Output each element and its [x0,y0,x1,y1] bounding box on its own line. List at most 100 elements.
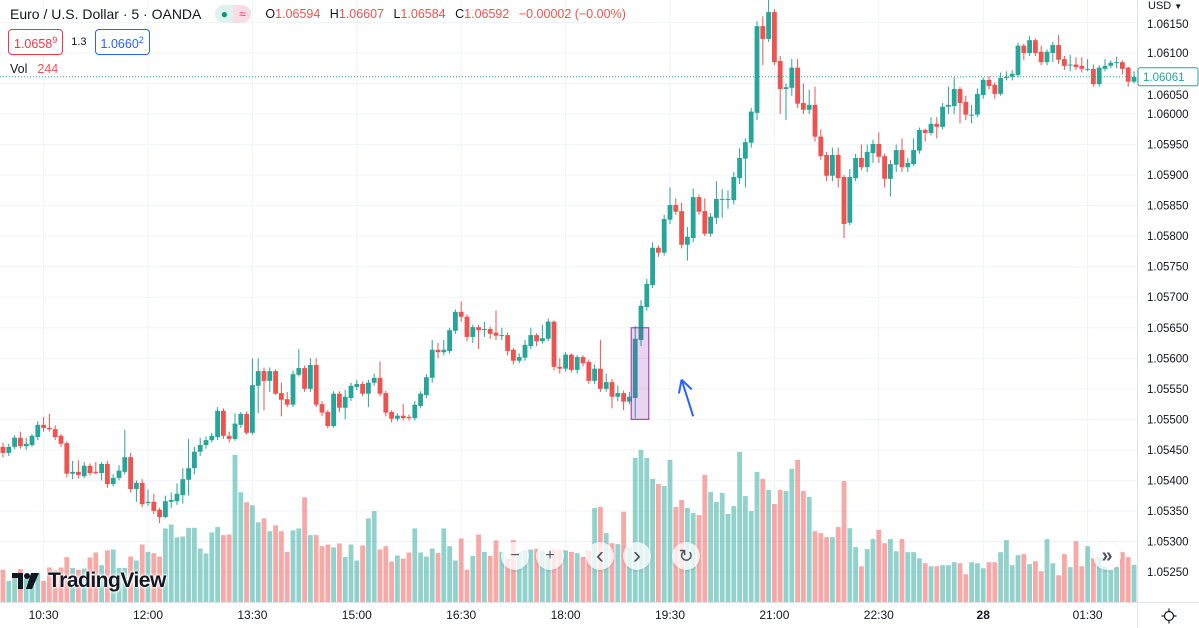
candle-body [673,205,679,212]
candle-body [934,123,940,127]
volume-bar [1067,567,1073,602]
volume-bar [748,511,754,602]
volume-bar [714,501,719,602]
volume-bar [766,489,771,602]
scroll-left-button[interactable]: ‹ [586,542,614,570]
arrow-head [680,378,693,391]
candle-body [1062,59,1067,66]
volume-bar [203,553,209,602]
chart-settings-button[interactable] [1137,602,1199,628]
volume-bar [337,543,342,602]
candle-body [221,410,226,436]
time-tick-label: 10:30 [29,608,59,622]
high-value: 1.06607 [338,7,385,21]
zoom-in-button[interactable]: + [536,542,564,570]
market-status-pill[interactable]: ● ≈ [215,5,252,23]
candle-body [801,103,806,110]
volume-bar [963,574,969,602]
candle-body [406,416,412,419]
currency-selector[interactable]: USD ▼ [1148,0,1183,13]
volume-bar [464,569,470,602]
candle-body [870,143,876,154]
scroll-right-button[interactable]: › [623,542,651,570]
candle-up [116,465,122,481]
candle-up [23,437,29,450]
candle-up [969,104,974,124]
candle-body [615,393,621,397]
candle-down [957,87,963,124]
volume-bar [255,522,261,602]
volume-bar [743,496,748,602]
candle-up [482,321,487,337]
candle-body [563,354,568,369]
candle-body [0,446,6,453]
candle-body [331,393,336,427]
candle-body [951,89,957,107]
candle-up [545,318,551,342]
candle-body [969,114,974,116]
reset-chart-button[interactable]: ↻ [672,542,700,570]
candle-body [835,154,841,179]
volume-bar [1108,570,1114,602]
candle-body [302,368,307,389]
volume-legend[interactable]: Vol 244 [10,62,58,76]
candle-up [638,300,644,347]
candle-body [464,316,470,337]
candle-up [540,324,545,344]
candle-body [812,104,818,137]
volume-bar [128,556,133,602]
candle-down [319,401,325,417]
volume-bar [737,451,742,602]
volume-bar [980,568,986,602]
volume-bar [482,551,487,602]
candle-up [429,339,435,383]
volume-bar [232,454,238,602]
candle-down [656,245,661,257]
price-tick-label: 1.05900 [1147,170,1189,182]
candle-body [911,150,916,165]
volume-bar [882,543,887,602]
candle-body [986,79,992,86]
volume-bar [522,550,528,602]
time-tick-label: 28 [977,608,991,622]
candle-body [116,470,122,478]
candle-up [331,391,336,428]
candle-body [354,383,360,387]
candle-body [638,305,644,340]
candle-up [650,242,655,289]
volume-bar [516,551,522,602]
candle-down [226,431,232,443]
candle-body [1102,65,1108,69]
candle-body [882,156,887,179]
candle-body [528,335,534,347]
volume-bar [261,518,267,602]
candle-body [12,437,17,447]
volume-bar [650,478,655,602]
volume-bars [0,449,1137,602]
candle-body [824,154,829,176]
candle-body [1044,51,1050,63]
scroll-to-realtime-button[interactable]: » [1093,542,1121,570]
tradingview-logo[interactable]: TradingView [12,569,166,593]
candle-body [64,443,70,474]
candle-body [609,382,615,397]
volume-value: 244 [37,62,59,76]
buy-button[interactable]: 1.06602 [94,29,150,56]
volume-bar [76,569,81,602]
time-tick-label: 19:30 [655,608,685,622]
symbol-title[interactable]: Euro / U.S. Dollar · 5 · OANDA [10,6,202,22]
volume-bar [186,527,191,602]
candle-body [429,349,435,378]
candle-body [667,205,673,220]
sell-button[interactable]: 1.06589 [8,29,64,56]
price-tick-label: 1.05500 [1147,414,1189,426]
candle-body [174,493,180,502]
candle-body [534,335,539,342]
volume-bar [975,563,980,602]
market-open-dot-icon: ● [215,5,234,23]
zoom-out-button[interactable]: − [501,542,529,570]
volume-bar [429,548,435,602]
candle-body [1091,68,1096,85]
volume-bar [1091,558,1096,602]
